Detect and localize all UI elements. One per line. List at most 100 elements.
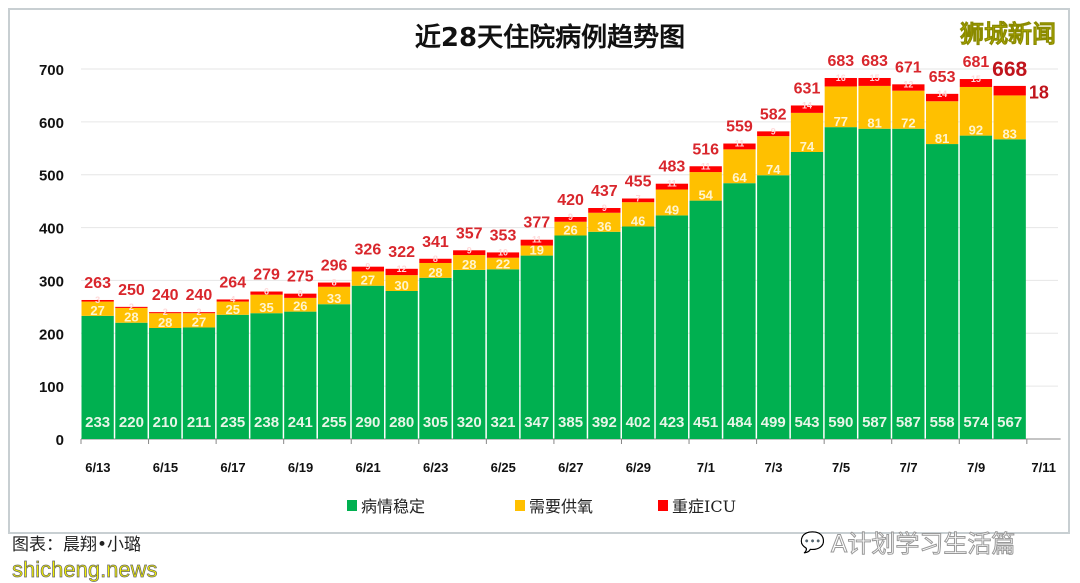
x-tick-label: 6/19 (288, 460, 313, 475)
bar-segment-oxygen (621, 202, 655, 227)
y-tick-label: 700 (39, 62, 64, 79)
bar-segment-oxygen (115, 307, 148, 323)
bar-segment-stable (453, 269, 486, 439)
oxygen-label: 28 (462, 257, 476, 272)
bar-segment-oxygen (858, 85, 891, 129)
oxygen-label: 33 (327, 291, 341, 306)
total-label: 341 (422, 234, 449, 251)
bar-segment-stable (689, 200, 722, 439)
bar-segment-icu (757, 131, 790, 137)
icu-label: 9 (365, 262, 370, 272)
stable-label: 210 (153, 414, 178, 431)
bar-segment-oxygen (892, 90, 925, 129)
oxygen-label: 83 (1002, 126, 1016, 141)
bar-segment-oxygen (655, 189, 689, 216)
oxygen-label: 28 (428, 265, 442, 280)
oxygen-label: 49 (665, 202, 679, 217)
icu-label: 12 (397, 264, 407, 274)
oxygen-label: 64 (732, 170, 747, 185)
stable-label: 290 (355, 414, 380, 431)
total-label: 683 (861, 53, 888, 70)
stable-label: 235 (220, 414, 245, 431)
bar-segment-stable (284, 311, 317, 439)
bar-segment-icu (453, 250, 486, 256)
bar-segment-stable (621, 226, 655, 439)
watermark: 狮城新闻 (960, 20, 1057, 49)
x-tick-label: 6/29 (626, 460, 651, 475)
bar-segment-oxygen (790, 112, 824, 152)
icu-label: 2 (196, 307, 201, 317)
oxygen-label: 74 (800, 139, 815, 154)
total-label: 653 (929, 69, 956, 86)
x-tick-label: 7/1 (697, 460, 715, 475)
oxygen-label: 81 (867, 116, 881, 131)
bar-segment-oxygen (588, 212, 621, 232)
bar-segment-icu (790, 105, 824, 113)
bar-segment-stable (317, 304, 351, 439)
bar-segment-icu (858, 77, 891, 86)
bar-segment-icu (655, 183, 689, 190)
total-label: 671 (895, 59, 922, 76)
total-label: 437 (591, 183, 618, 200)
bar-segment-stable (351, 285, 385, 439)
total-label: 279 (253, 267, 280, 284)
bar-segment-oxygen (723, 149, 756, 184)
bar-segment-icu (621, 198, 655, 203)
bar-segment-icu (926, 93, 959, 102)
total-label: 377 (523, 215, 550, 232)
oxygen-label: 30 (394, 278, 408, 293)
total-label: 263 (84, 275, 111, 292)
oxygen-label: 27 (90, 303, 104, 318)
legend-label: 重症ICU (672, 497, 736, 516)
bar-segment-icu (520, 239, 553, 246)
bar-segment-icu (959, 79, 993, 87)
bar-segment-icu (824, 77, 857, 87)
oxygen-label: 27 (192, 314, 206, 329)
total-label: 240 (152, 287, 179, 304)
icu-label: 10 (498, 247, 508, 257)
chart-title: 近28天住院病例趋势图 (415, 22, 685, 53)
legend-swatch (347, 500, 357, 511)
icu-label: 16 (836, 73, 846, 83)
stable-label: 233 (85, 414, 110, 431)
bar-segment-oxygen (250, 294, 283, 314)
bar-segment-oxygen (216, 301, 249, 315)
legend-swatch (658, 500, 668, 511)
oxygen-label: 27 (361, 273, 375, 288)
icu-label: 8 (433, 254, 438, 264)
y-tick-label: 400 (39, 221, 64, 238)
bar-segment-icu (892, 84, 925, 91)
bar-segment-icu (182, 312, 216, 314)
bar-segment-oxygen (993, 95, 1026, 140)
oxygen-label: 72 (901, 116, 915, 131)
bar-segment-stable (926, 144, 959, 440)
stable-label: 590 (828, 414, 853, 431)
bar-segment-oxygen (317, 286, 351, 305)
bar-segment-stable (216, 314, 249, 439)
icu-label: 15 (971, 74, 981, 84)
bar-segment-icu (689, 166, 722, 173)
bar-segment-stable (892, 128, 925, 439)
icu-label: 14 (802, 100, 812, 110)
bar-segment-oxygen (351, 271, 385, 286)
bar-segment-icu (486, 252, 520, 258)
total-label: 353 (490, 227, 517, 244)
stable-label: 220 (119, 414, 144, 431)
bar-segment-icu (385, 268, 418, 276)
icu-label: 12 (903, 79, 913, 89)
oxygen-label: 92 (969, 123, 983, 138)
site-watermark: shicheng.news (12, 557, 158, 583)
bar-segment-icu (149, 312, 182, 314)
stable-label: 451 (693, 414, 718, 431)
total-label: 420 (557, 192, 584, 209)
bar-segment-oxygen (385, 275, 418, 291)
total-label: 681 (963, 54, 990, 71)
bar-segment-stable (790, 151, 824, 439)
bar-segment-stable (115, 322, 148, 439)
icu-label: 18 (1029, 83, 1049, 103)
oxygen-label: 54 (698, 188, 713, 203)
icu-label: 11 (701, 161, 711, 171)
stable-label: 255 (322, 414, 347, 431)
total-label: 296 (321, 258, 348, 275)
bar-segment-oxygen (419, 262, 452, 278)
